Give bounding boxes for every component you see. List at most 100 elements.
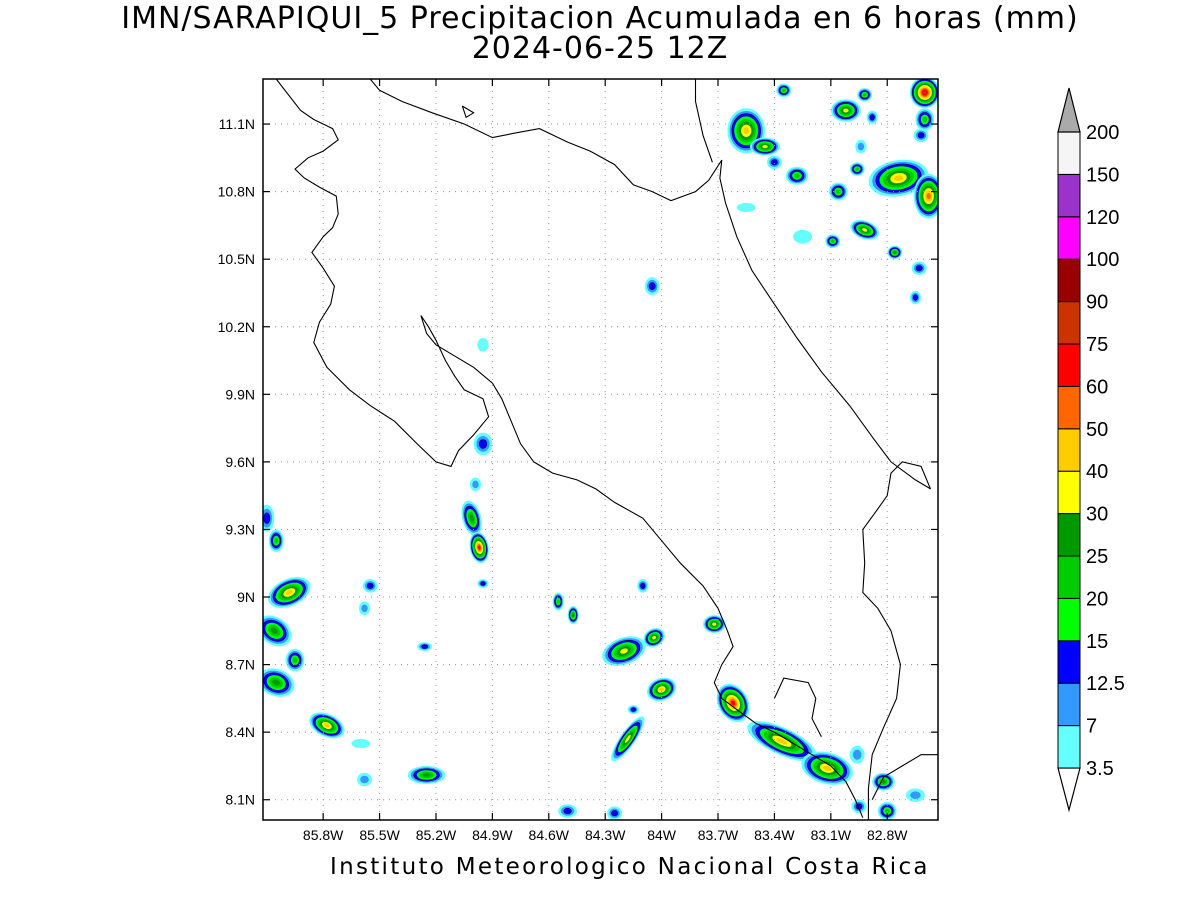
lat-tick-label: 10.2N [218,319,255,335]
colorbar-level-label: 120 [1086,207,1119,229]
footer-credit: Instituto Meteorologico Nacional Costa R… [330,854,930,880]
colorbar-swatch [1057,597,1081,642]
precip-cell [362,579,378,593]
precip-cell [469,531,489,564]
precip-cell [747,721,817,762]
map-frame [262,78,939,821]
colorbar-swatch [1057,216,1081,260]
lat-tick-label: 11.1N [219,116,255,132]
precip-cell [849,745,865,764]
lon-tick-label: 85.8W [303,827,344,843]
precip-cell [263,504,275,532]
lon-tick-label: 83.1W [811,827,852,843]
precip-cell [285,648,305,672]
lat-tick-label: 10.5N [218,251,255,267]
lon-tick-label: 84.9W [472,827,513,843]
colorbar-swatch [1057,258,1081,303]
colorbar-level-label: 40 [1086,461,1108,483]
colorbar-swatch [1057,513,1081,557]
precip-cell [849,162,865,176]
precip-cell [909,290,921,305]
precip-cell [263,668,295,697]
precip-cell [766,155,782,170]
lon-tick-label: 84W [647,827,677,843]
precip-cell [830,99,861,122]
lat-tick-label: 9N [237,589,255,605]
precip-cell [793,229,812,244]
colorbar-swatch [1057,555,1081,599]
colorbar-level-label: 7 [1086,716,1097,738]
precip-cell [909,79,938,109]
precip-cell [417,642,433,652]
precip-cell [558,804,577,818]
colorbar-level-label: 60 [1086,376,1108,398]
colorbar-level-label: 100 [1086,249,1119,271]
precip-cell [703,615,726,634]
lon-tick-label: 85.2W [416,827,457,843]
precip-cell [268,576,311,609]
precip-cell [776,83,792,98]
colorbar-swatch [1057,343,1081,387]
coastline [694,79,713,163]
map-title: IMN/SARAPIQUI_5 Precipitacion Acumulada … [121,1,1079,36]
precip-cell [785,166,809,185]
precip-cell [913,128,929,143]
precip-cell [477,338,489,352]
precipitation-field [263,79,938,820]
precip-cell [477,579,489,588]
precip-cell [461,500,482,536]
coastline [369,79,931,490]
precip-cell [469,477,482,492]
precip-cell [607,806,623,820]
lon-tick-label: 84.6W [529,827,570,843]
precip-cell [357,772,372,787]
lat-tick-label: 8.4N [225,724,255,740]
colorbar-level-label: 50 [1086,419,1108,441]
precip-cell [473,432,493,456]
precip-cell [567,606,579,624]
precip-cell [868,159,929,197]
lon-tick-label: 83.7W [698,827,739,843]
precip-cell [850,220,880,240]
colorbar-lower-arrow [1057,767,1081,813]
precip-cell [611,716,645,762]
colorbar-swatch [1057,428,1081,472]
precip-cell [736,202,756,212]
coastline [275,79,864,818]
precip-cell [407,766,446,784]
axis-ticks: 8.1N 8.4N 8.7N 9N 9.3N 9.6N 9.9N 10.2N 10.5N 10.8… [218,79,938,843]
precip-cell [637,579,649,593]
precip-cell [855,139,867,154]
colorbar-swatch [1057,640,1081,684]
colorbar-level-label: 75 [1086,334,1108,356]
map-date-subtitle: 2024-06-25 12Z [471,31,729,66]
coastline [773,677,822,737]
precip-cell [906,788,925,802]
lat-tick-label: 8.7N [225,657,255,673]
lat-tick-label: 10.8N [218,184,255,200]
colorbar-upper-arrow [1057,87,1081,133]
lon-tick-label: 83.4W [754,827,795,843]
colorbar-level-label: 25 [1086,546,1108,568]
precip-cell [857,88,873,102]
coastline [461,105,475,119]
coastline-layer [275,79,938,820]
colorbar-level-label: 200 [1086,122,1119,144]
precip-cell [750,137,780,156]
precip-cell [627,705,639,715]
precip-cell [268,529,284,552]
colorbar-swatch [1057,682,1081,727]
precip-cell [887,245,903,260]
colorbar-swatch [1057,470,1081,515]
precip-cell [552,592,564,611]
colorbar-swatch [1057,131,1081,175]
coastline [862,461,932,820]
colorbar-level-label: 12.5 [1086,673,1125,695]
colorbar-level-label: 30 [1086,504,1108,526]
lon-tick-label: 82.8W [867,827,908,843]
lon-tick-label: 85.5W [359,827,400,843]
lat-tick-label: 9.6N [225,454,255,470]
colorbar-level-label: 150 [1086,164,1119,186]
